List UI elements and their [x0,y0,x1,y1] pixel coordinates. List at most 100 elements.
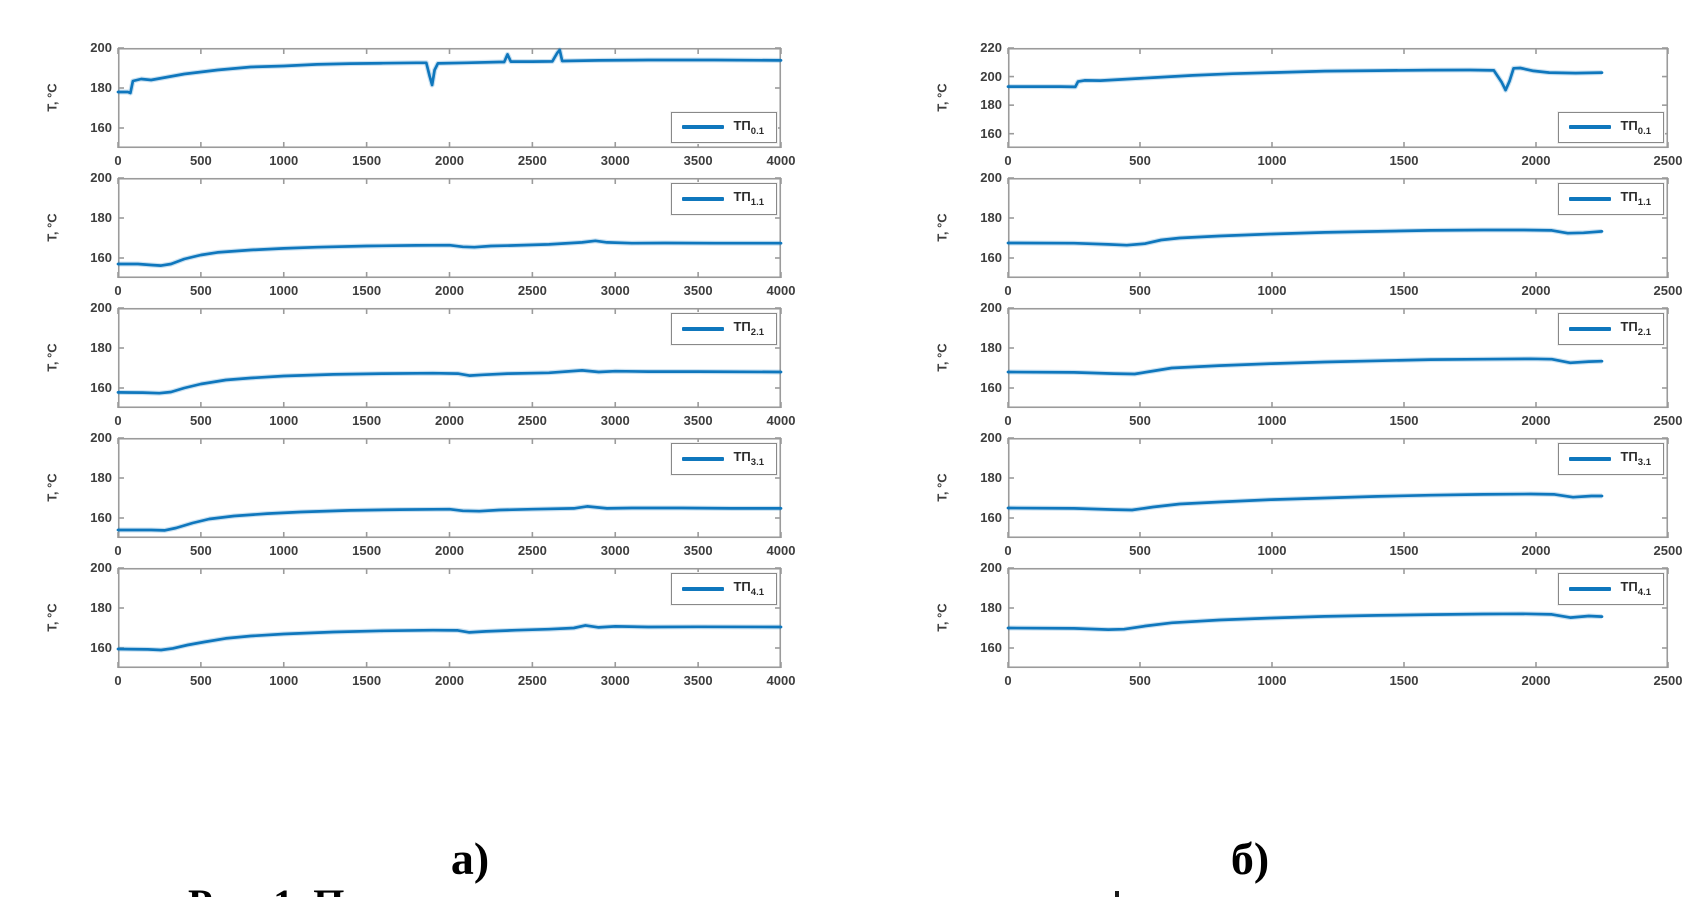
plot-area [116,437,783,539]
y-tick-label: 180 [90,80,112,95]
x-tick-label: 1500 [1389,283,1419,298]
plot-area [1006,177,1669,279]
y-axis-label: T, °C [44,213,60,242]
data-line [116,369,783,395]
plot-area [116,177,783,279]
legend-tp-2-1: ТП2.1 [1558,313,1664,345]
subplot-a-4: 0 500 1000 1500 2000 2500 3000 3500 4000 200 180 16… [45,560,796,688]
x-tick-label: 500 [190,283,212,298]
x-tick-label: 3500 [683,413,713,428]
x-tick-label: 0 [114,153,122,168]
y-tick-label: 160 [90,640,112,655]
y-tick-label: 200 [90,430,112,445]
y-tick-label: 160 [980,125,1002,141]
x-tick-label: 3000 [600,673,630,688]
x-tick-label: 1500 [352,283,382,298]
x-tick-label: 3000 [600,283,630,298]
legend-tp-0-1: ТП0.1 [671,111,777,143]
legend-line-sample [682,586,725,591]
y-axis-label: T, °C [934,83,950,112]
x-tick-label: 0 [114,413,122,428]
legend-label: ТП3.1 [1620,449,1651,468]
x-tick-label: 500 [1129,153,1151,168]
x-tick-label: 1500 [352,413,382,428]
x-tick-label: 2500 [1653,543,1683,558]
data-line [1006,357,1604,376]
panel-caption-b: б) [1230,833,1270,884]
legend-line-sample [682,196,725,201]
data-line-halo [118,47,782,96]
x-tick-label: 1500 [352,543,382,558]
y-tick-label: 180 [980,340,1002,355]
x-tick-label: 1000 [269,283,299,298]
x-tick-label: 2000 [1521,673,1551,688]
x-tick-label: 3500 [683,283,713,298]
data-line [116,48,783,95]
x-tick-label: 2000 [435,153,464,168]
y-tick-label: 160 [980,640,1002,655]
x-tick-label: 1000 [1257,153,1287,168]
x-tick-label: 0 [114,283,122,298]
y-axis-label: T, °C [44,603,60,632]
y-tick-label: 200 [980,300,1002,315]
subplot-a-0: 0 500 1000 1500 2000 2500 3000 3500 4000 200 180 16… [45,40,796,168]
legend-label: ТП2.1 [733,319,764,338]
y-axis-label: T, °C [934,343,950,372]
plot-area [1006,567,1669,669]
x-tick-label: 500 [1129,283,1151,298]
data-line [1006,612,1604,631]
x-tick-label: 2500 [517,413,547,428]
legend-line-sample [1569,196,1612,201]
data-line [116,505,783,532]
x-tick-label: 4000 [766,673,796,688]
y-tick-label: 200 [90,170,112,185]
y-tick-label: 200 [90,560,112,575]
axes-box [1007,177,1669,279]
y-axis-label: T, °C [44,343,60,372]
y-tick-label: 200 [90,40,112,55]
legend-label: ТП4.1 [733,579,764,598]
x-tick-label: 0 [114,673,122,688]
legend-label: ТП1.1 [1620,189,1651,208]
legend-tp-4-1: ТП4.1 [1558,573,1664,605]
subplot-a-2: 0 500 1000 1500 2000 2500 3000 3500 4000 200 180 16… [45,300,796,428]
plot-area [116,307,783,409]
x-tick-label: 2500 [517,153,547,168]
x-tick-label: 500 [1129,413,1151,428]
data-line [1006,492,1604,512]
legend-label: ТП0.1 [733,117,764,137]
axes-box [1007,567,1669,669]
x-tick-label: 3500 [683,543,713,558]
y-tick-label: 180 [90,470,112,485]
x-tick-label: 500 [1129,673,1151,688]
y-tick-label: 200 [980,560,1002,575]
x-tick-label: 2000 [1521,153,1551,168]
legend-line-sample [1569,125,1612,130]
y-tick-label: 160 [980,510,1002,525]
y-tick-label: 180 [980,600,1002,615]
subplot-b-2: 0 500 1000 1500 2000 2500 200 180 160 T, °C ТП2.1 [935,300,1683,428]
x-tick-label: 1500 [1389,413,1419,428]
legend-line-sample [682,456,725,461]
y-axis-label: T, °C [44,473,60,502]
data-line [116,239,783,267]
subplot-b-0: 0 500 1000 1500 2000 2500 220 200 180 160 T, °C ТП0… [935,40,1683,168]
x-tick-label: 500 [190,543,212,558]
x-tick-label: 1000 [269,673,299,688]
x-tick-label: 1500 [1389,153,1419,168]
x-tick-label: 2500 [517,673,547,688]
x-tick-label: 1000 [1257,673,1287,688]
panel-caption-a: а) [450,833,490,884]
x-tick-label: 1000 [269,413,299,428]
plot-area [1006,47,1669,149]
data-line [1006,66,1604,92]
legend-label: ТП1.1 [733,189,764,208]
x-tick-label: 2000 [1521,283,1551,298]
legend-line-sample [682,326,725,331]
x-tick-label: 500 [1129,543,1151,558]
x-tick-label: 3500 [683,153,713,168]
x-tick-label: 1000 [269,153,299,168]
x-tick-label: 3000 [600,413,630,428]
legend-label: ТП3.1 [733,449,764,468]
x-tick-label: 500 [190,673,212,688]
